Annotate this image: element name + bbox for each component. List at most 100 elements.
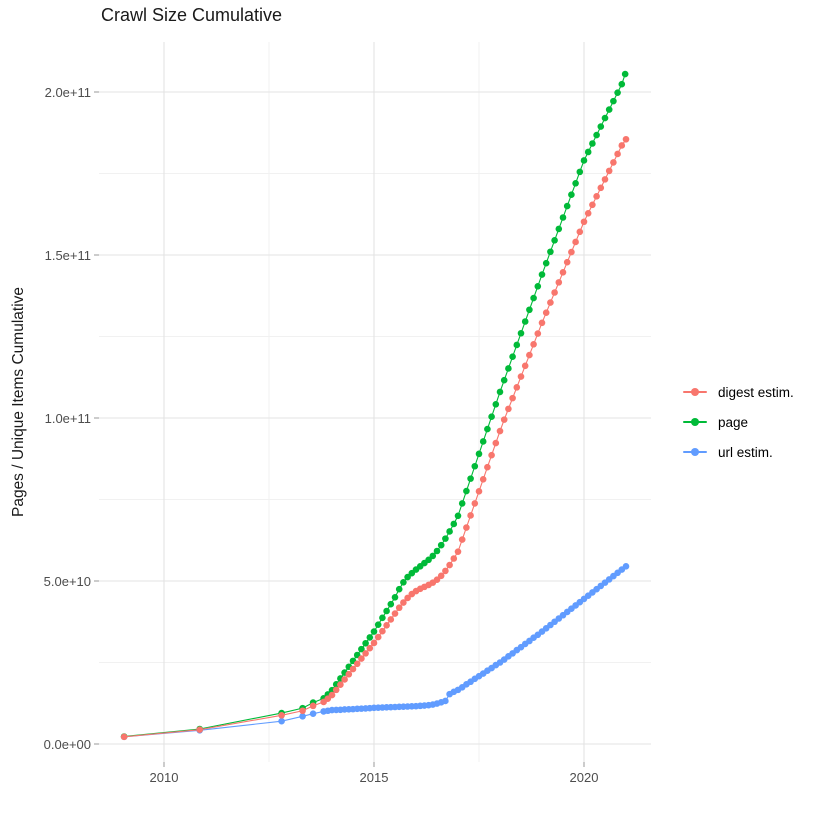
data-point bbox=[618, 80, 626, 88]
data-point bbox=[513, 341, 521, 349]
data-point bbox=[593, 131, 600, 139]
data-point bbox=[467, 475, 474, 482]
data-point bbox=[458, 536, 466, 543]
data-point bbox=[309, 710, 317, 717]
data-point bbox=[362, 650, 369, 657]
data-point bbox=[471, 462, 479, 470]
data-point bbox=[597, 123, 605, 130]
axis-tick-marks bbox=[94, 91, 585, 767]
data-point bbox=[454, 512, 462, 520]
data-point bbox=[429, 552, 437, 560]
y-tick-label: 2.0e+11 bbox=[44, 85, 91, 100]
y-tick-label: 1.5e+11 bbox=[44, 248, 91, 263]
data-point bbox=[358, 645, 365, 653]
series-points-page bbox=[120, 70, 629, 740]
data-point bbox=[614, 150, 621, 158]
data-point bbox=[479, 475, 487, 483]
data-point bbox=[341, 676, 348, 683]
data-point bbox=[383, 622, 390, 629]
data-point bbox=[500, 376, 508, 384]
data-point bbox=[593, 193, 600, 200]
y-tick-label: 0.0e+00 bbox=[43, 737, 91, 752]
data-point bbox=[572, 179, 579, 187]
data-point bbox=[442, 697, 449, 705]
data-point bbox=[551, 289, 558, 296]
data-point bbox=[484, 463, 491, 471]
data-point bbox=[442, 567, 449, 575]
data-point bbox=[618, 142, 626, 149]
data-point bbox=[370, 639, 378, 647]
data-point bbox=[475, 488, 483, 495]
data-point bbox=[458, 500, 466, 507]
data-point bbox=[526, 306, 533, 314]
data-point bbox=[492, 439, 500, 447]
data-point bbox=[278, 712, 285, 719]
data-point bbox=[383, 607, 390, 615]
data-point bbox=[437, 541, 445, 549]
data-point bbox=[488, 451, 495, 459]
data-point bbox=[488, 413, 495, 420]
data-point bbox=[332, 686, 340, 694]
data-point bbox=[530, 294, 537, 302]
y-axis-title: Pages / Unique Items Cumulative bbox=[10, 286, 27, 518]
legend-item-url-estim: url estim. bbox=[683, 444, 773, 460]
data-point bbox=[471, 500, 479, 507]
data-point bbox=[379, 627, 386, 635]
x-tick-label: 2010 bbox=[149, 770, 179, 785]
data-point bbox=[547, 248, 554, 256]
data-point bbox=[299, 712, 306, 720]
data-point bbox=[387, 616, 395, 623]
data-point bbox=[450, 555, 458, 562]
legend-key-icon bbox=[683, 414, 707, 430]
data-point bbox=[538, 319, 546, 327]
data-point bbox=[454, 548, 462, 555]
data-point bbox=[496, 388, 504, 396]
data-point bbox=[622, 135, 630, 143]
data-point bbox=[526, 351, 533, 359]
legend-key-icon bbox=[683, 444, 707, 460]
data-point bbox=[547, 299, 554, 306]
data-point bbox=[463, 524, 470, 531]
data-point bbox=[492, 401, 500, 408]
data-point bbox=[555, 225, 563, 233]
data-point bbox=[353, 660, 361, 668]
data-point bbox=[572, 238, 579, 246]
data-point bbox=[345, 670, 353, 678]
x-tick-label: 2015 bbox=[359, 770, 389, 785]
data-point bbox=[610, 97, 617, 105]
y-tick-label: 1.0e+11 bbox=[44, 411, 91, 426]
data-point bbox=[538, 271, 546, 278]
legend-label: url estim. bbox=[718, 444, 773, 460]
data-point bbox=[589, 201, 596, 209]
gridlines-minor bbox=[99, 42, 651, 762]
data-point bbox=[366, 634, 374, 641]
data-point bbox=[509, 394, 516, 402]
data-point bbox=[433, 576, 441, 583]
data-point bbox=[391, 610, 399, 617]
data-point bbox=[484, 425, 491, 433]
data-point bbox=[467, 512, 474, 519]
data-point bbox=[551, 237, 558, 244]
data-point bbox=[521, 318, 529, 325]
series-points-digest-estim bbox=[120, 135, 630, 741]
x-tick-label: 2020 bbox=[569, 770, 599, 785]
data-point bbox=[621, 70, 629, 78]
data-point bbox=[559, 268, 567, 276]
data-point bbox=[505, 405, 512, 413]
data-point bbox=[517, 373, 525, 380]
data-point bbox=[584, 209, 592, 217]
data-point bbox=[387, 600, 395, 608]
data-point bbox=[563, 202, 571, 210]
data-point bbox=[328, 691, 336, 699]
data-point bbox=[446, 561, 453, 569]
legend-label: digest estim. bbox=[718, 384, 794, 400]
data-point bbox=[379, 614, 386, 622]
data-point bbox=[404, 594, 411, 602]
data-point bbox=[559, 214, 567, 221]
data-point bbox=[278, 717, 285, 725]
data-point bbox=[505, 365, 512, 372]
data-point bbox=[374, 633, 382, 641]
data-point bbox=[120, 733, 128, 741]
